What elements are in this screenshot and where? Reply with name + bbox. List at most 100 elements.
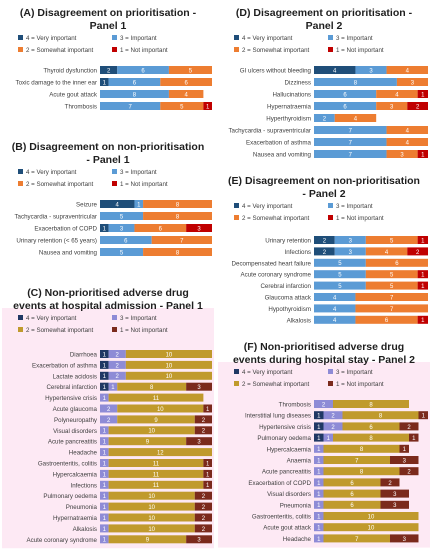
bar-segment [100, 90, 169, 98]
bar-segment [160, 78, 212, 86]
data-label: 6 [343, 92, 347, 98]
bar-segment [108, 426, 195, 435]
chart-title-line: events during hospital stay - Panel 2 [233, 354, 415, 366]
chart-panel-a: (A) Disagreement on prioritisation -Pane… [15, 7, 212, 111]
category-label: Pulmonary oedema [257, 435, 311, 442]
data-label: 2 [116, 374, 120, 380]
bar-segment [314, 270, 366, 279]
bar-segment [108, 469, 204, 478]
bar-segment [125, 371, 212, 380]
bar-segment [194, 524, 212, 533]
category-label: Seizure [76, 202, 98, 209]
legend-swatch [328, 369, 333, 374]
category-label: Nausea and vomiting [253, 152, 312, 159]
bar-segment [108, 513, 195, 522]
bar-segment [203, 102, 212, 110]
data-label: 2 [107, 418, 111, 424]
data-label: 6 [395, 261, 399, 267]
data-label: 1 [422, 414, 426, 420]
bar-segment [376, 102, 408, 110]
data-label: 5 [189, 68, 193, 74]
category-label: Cerebral infarction [260, 283, 311, 290]
bar-segment [100, 382, 109, 391]
data-label: 2 [323, 116, 327, 122]
data-label: 6 [184, 80, 188, 86]
data-label: 1 [206, 407, 210, 413]
bar-segment [386, 150, 418, 158]
data-label: 7 [355, 537, 359, 543]
data-label: 1 [103, 451, 107, 457]
bar-segment [108, 382, 118, 391]
legend-swatch [328, 35, 333, 40]
bar-segment [314, 281, 366, 290]
bar-segment [203, 459, 212, 467]
legend-swatch [234, 369, 239, 374]
bar-segment [108, 459, 204, 467]
data-label: 4 [354, 116, 358, 122]
bar-segment [100, 448, 109, 457]
data-label: 4 [116, 202, 120, 208]
data-label: 5 [120, 250, 124, 256]
bar-segment [334, 114, 377, 122]
bar-segment [108, 491, 195, 500]
data-label: 6 [350, 503, 354, 509]
legend-label: 1 = Not important [120, 181, 168, 188]
data-label: 3 [411, 80, 415, 86]
bar-segment [417, 315, 428, 324]
legend-label: 2 = Somewhat important [26, 181, 94, 188]
bar-segment [194, 491, 212, 500]
bar-segment [100, 224, 109, 232]
bar-segment [376, 90, 418, 98]
bar-segment [100, 78, 109, 86]
legend-label: 2 = Somewhat important [242, 215, 310, 222]
bar-segment [399, 444, 409, 453]
legend-label: 1 = Not important [120, 47, 168, 54]
bar-segment [100, 415, 118, 424]
data-label: 1 [103, 472, 107, 478]
bar-segment [342, 411, 419, 420]
category-label: Thrombosis [279, 402, 311, 409]
category-label: Interstitial lung diseases [245, 413, 311, 420]
data-label: 1 [421, 273, 425, 279]
data-label: 8 [360, 447, 364, 453]
data-label: 6 [350, 481, 354, 487]
legend-label: 4 = Very important [242, 369, 293, 376]
data-label: 3 [197, 226, 201, 232]
data-label: 4 [406, 128, 410, 134]
legend-label: 3 = Important [120, 169, 157, 176]
category-label: Thyroid dysfunction [43, 68, 97, 75]
bar-segment [151, 236, 212, 244]
bar-segment [100, 350, 109, 358]
bar-segment [168, 90, 204, 98]
data-label: 10 [148, 494, 155, 500]
bar-segment [100, 524, 109, 533]
bar-segment [108, 524, 195, 533]
legend-swatch [112, 181, 117, 186]
bar-segment [314, 534, 324, 543]
data-label: 8 [176, 214, 180, 220]
bar-segment [390, 456, 419, 464]
data-label: 1 [103, 527, 107, 533]
bar-segment [417, 281, 428, 290]
bar-segment [100, 426, 109, 435]
data-label: 2 [323, 250, 327, 256]
bar-segment [168, 66, 212, 74]
category-label: GI ulcers without bleeding [240, 68, 312, 75]
data-label: 3 [400, 152, 404, 158]
data-label: 6 [124, 238, 128, 244]
legend-swatch [18, 181, 23, 186]
category-label: Hypothyroidism [268, 306, 311, 313]
data-label: 9 [146, 440, 150, 446]
bar-segment [365, 258, 428, 267]
legend-swatch [234, 47, 239, 52]
data-label: 1 [317, 503, 321, 509]
legend-label: 3 = Important [336, 35, 373, 42]
data-label: 10 [148, 516, 155, 522]
category-label: Hypernatraemia [53, 515, 98, 522]
legend-label: 3 = Important [336, 203, 373, 210]
data-label: 10 [157, 407, 164, 413]
bar-segment [314, 114, 335, 122]
bar-segment [314, 411, 324, 420]
category-label: Lactate acidosis [53, 373, 97, 380]
category-label: Hypercalcaemia [53, 471, 98, 478]
